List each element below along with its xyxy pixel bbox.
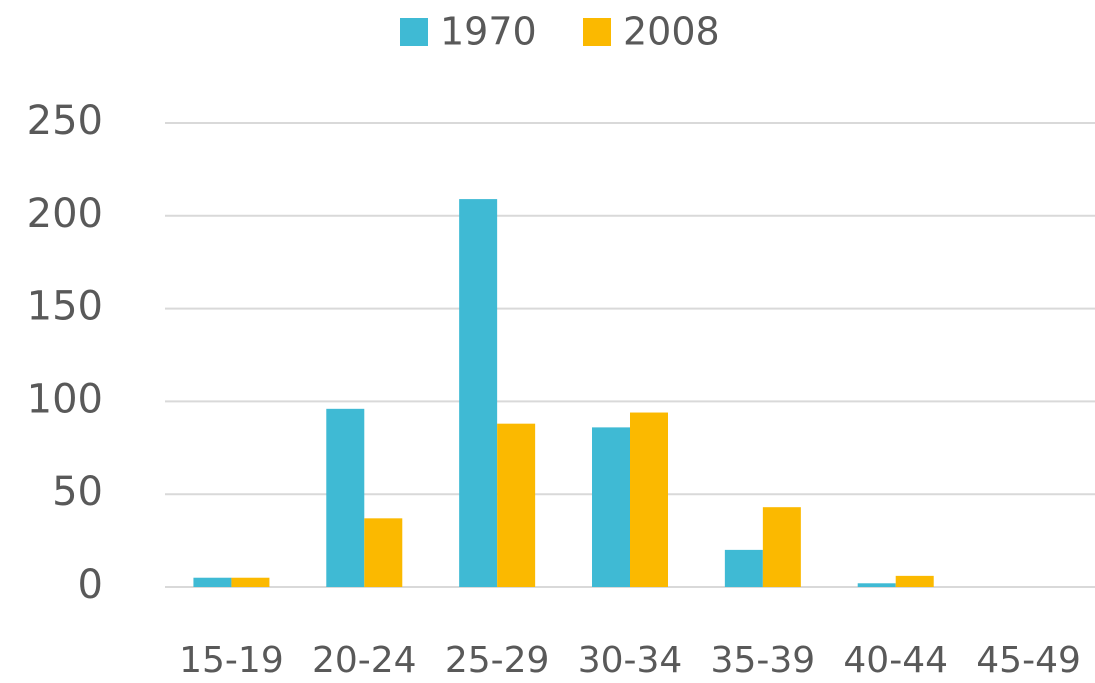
x-tick-label: 20-24 — [312, 640, 417, 681]
x-tick-label: 35-39 — [711, 640, 816, 681]
y-tick-label: 250 — [27, 98, 103, 144]
y-tick-label: 100 — [27, 376, 103, 422]
bar — [364, 518, 403, 587]
y-tick-label: 200 — [27, 191, 103, 237]
bar — [724, 549, 763, 587]
bar — [857, 583, 896, 587]
legend-swatch — [583, 18, 611, 46]
legend-label: 1970 — [440, 10, 537, 54]
x-tick-label: 25-29 — [445, 640, 550, 681]
bar — [459, 199, 498, 587]
bar — [762, 507, 801, 587]
bar — [895, 575, 934, 587]
x-tick-label: 45-49 — [976, 640, 1081, 681]
x-tick-label: 15-19 — [179, 640, 284, 681]
bar — [326, 408, 365, 587]
x-tick-label: 40-44 — [843, 640, 948, 681]
y-tick-label: 50 — [52, 469, 103, 515]
bar — [231, 577, 270, 587]
legend-swatch — [400, 18, 428, 46]
bar — [497, 423, 536, 587]
x-tick-label: 30-34 — [578, 640, 683, 681]
bar — [193, 577, 232, 587]
y-tick-label: 150 — [27, 284, 103, 330]
bar — [592, 427, 630, 587]
legend-label: 2008 — [623, 10, 720, 54]
bar — [630, 412, 668, 587]
y-tick-label: 0 — [78, 562, 103, 608]
